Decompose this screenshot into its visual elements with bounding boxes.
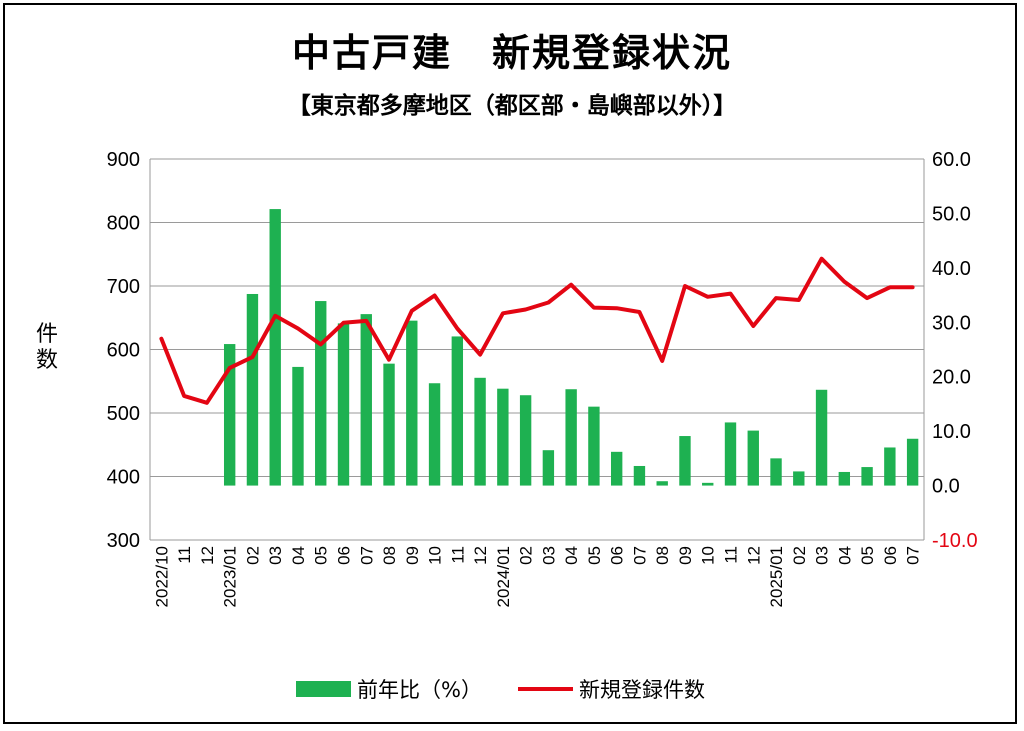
bar — [770, 458, 782, 486]
x-tick-label: 04 — [835, 546, 854, 565]
x-tick-label: 12 — [744, 546, 763, 565]
right-axis-ticks: 60.0 50.0 40.0 30.0 20.0 10.0 0.0 -10.0 — [932, 149, 978, 552]
bar — [360, 314, 372, 486]
y2-tick-label: 50.0 — [932, 203, 971, 225]
x-tick-label: 12 — [198, 546, 217, 565]
series-line — [159, 256, 915, 405]
bar — [383, 363, 395, 486]
bar — [724, 422, 737, 486]
y2-tick-label: 20.0 — [932, 367, 971, 389]
y-tick-label: 900 — [107, 149, 140, 171]
bar — [702, 482, 714, 486]
legend-line-label: 新規登録件数 — [578, 678, 705, 702]
y2-tick-label: 60.0 — [932, 149, 971, 171]
bar — [337, 323, 350, 486]
bar — [474, 377, 486, 486]
x-tick-label: 08 — [653, 546, 672, 565]
legend: 前年比（%） 新規登録件数 — [296, 676, 705, 702]
bar — [815, 389, 828, 486]
bar — [428, 383, 441, 486]
x-tick-label: 05 — [312, 546, 331, 565]
x-tick-label: 2023/01 — [221, 546, 240, 607]
x-tick-label: 10 — [426, 546, 445, 565]
y-tick-label: 700 — [107, 276, 140, 298]
bar — [406, 320, 418, 486]
bar — [861, 467, 873, 486]
x-tick-label: 2022/10 — [152, 546, 171, 607]
bar — [679, 436, 691, 486]
bar-series — [223, 209, 919, 486]
bar — [884, 447, 896, 486]
y2-tick-label: 40.0 — [932, 258, 971, 280]
bar — [246, 293, 259, 486]
bar — [906, 438, 919, 486]
x-tick-label: 07 — [630, 546, 649, 565]
x-tick-label: 08 — [380, 546, 399, 565]
x-axis-ticks: 2022/10 11 12 2023/01 02 03 04 05 06 07 08 09 10 11 12… — [152, 546, 922, 607]
x-tick-label: 03 — [266, 546, 285, 565]
chart-title: 中古戸建 新規登録状況 — [291, 31, 732, 75]
x-tick-label: 11 — [448, 546, 467, 564]
x-tick-label: 04 — [562, 546, 581, 565]
x-tick-label: 06 — [335, 546, 354, 565]
y-tick-label: 400 — [107, 467, 140, 489]
bar — [793, 471, 805, 486]
legend-line-swatch — [517, 687, 573, 691]
y2-tick-label: -10.0 — [932, 530, 978, 552]
y2-tick-label: 10.0 — [932, 421, 971, 443]
bar — [315, 301, 327, 486]
bar — [497, 388, 509, 486]
y-tick-label: 500 — [107, 403, 140, 425]
chart-subtitle: 【東京都多摩地区（都区部・島嶼部以外）】 — [287, 93, 737, 119]
bar — [223, 344, 236, 486]
x-tick-label: 03 — [813, 546, 832, 565]
x-tick-label: 06 — [608, 546, 627, 565]
legend-bar-label: 前年比（%） — [357, 678, 482, 702]
gridlines — [149, 158, 925, 541]
x-tick-label: 05 — [585, 546, 604, 565]
x-tick-label: 07 — [357, 546, 376, 565]
x-tick-label: 05 — [858, 546, 877, 565]
x-tick-label: 2025/01 — [767, 546, 786, 607]
x-tick-label: 10 — [699, 546, 718, 565]
x-tick-label: 11 — [175, 546, 194, 564]
bar — [292, 366, 304, 486]
y2-tick-label: 0.0 — [932, 476, 960, 498]
legend-bar-swatch — [296, 681, 351, 697]
bar — [588, 406, 600, 486]
y-tick-label: 600 — [107, 340, 140, 362]
y-tick-label: 800 — [107, 213, 140, 235]
bar — [656, 481, 668, 486]
x-tick-label: 12 — [471, 546, 490, 565]
bar — [542, 450, 555, 486]
bar — [451, 336, 464, 486]
y2-tick-label: 30.0 — [932, 312, 971, 334]
x-tick-label: 04 — [289, 546, 308, 565]
line-series — [159, 256, 915, 405]
left-axis-ticks: 900 800 700 600 500 400 300 — [107, 149, 140, 552]
bar — [565, 389, 577, 486]
y-axis-label: 件数 — [35, 322, 58, 373]
x-tick-label: 09 — [403, 546, 422, 565]
bar — [747, 430, 759, 486]
bar — [610, 451, 623, 486]
x-tick-label: 07 — [904, 546, 923, 565]
x-tick-label: 02 — [790, 546, 809, 565]
bar — [269, 209, 281, 486]
x-tick-label: 2024/01 — [494, 546, 513, 607]
bar — [633, 465, 646, 486]
x-tick-label: 03 — [539, 546, 558, 565]
x-tick-label: 02 — [517, 546, 536, 565]
bar — [519, 395, 532, 486]
x-tick-label: 09 — [676, 546, 695, 565]
y-tick-label: 300 — [107, 530, 140, 552]
x-tick-label: 06 — [881, 546, 900, 565]
bar — [838, 471, 851, 486]
x-tick-label: 02 — [243, 546, 262, 565]
x-tick-label: 11 — [722, 546, 741, 564]
